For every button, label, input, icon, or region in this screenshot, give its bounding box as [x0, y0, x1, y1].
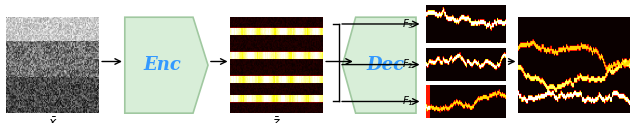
Text: $\bar{z}$: $\bar{z}$	[273, 116, 281, 123]
Text: $F_1$: $F_1$	[402, 95, 414, 108]
Text: Enc: Enc	[143, 56, 181, 74]
Text: Dec: Dec	[366, 56, 404, 74]
Polygon shape	[342, 17, 416, 113]
Text: $\bar{x}$: $\bar{x}$	[48, 116, 58, 123]
Text: $F_3$: $F_3$	[402, 17, 414, 31]
Text: $F_2$: $F_2$	[403, 58, 414, 71]
Polygon shape	[125, 17, 208, 113]
